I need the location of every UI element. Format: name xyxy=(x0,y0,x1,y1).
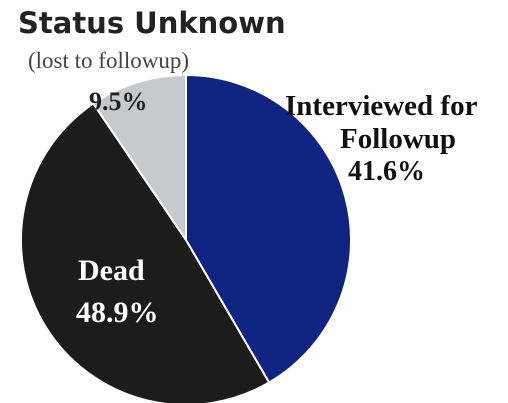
interviewed-label-line1: Interviewed for xyxy=(285,90,478,122)
status-unknown-title: Status Unknown xyxy=(18,6,286,40)
status-unknown-value: 9.5% xyxy=(89,87,148,116)
pie-slices xyxy=(19,73,352,403)
dead-value: 48.9% xyxy=(76,296,159,329)
interviewed-value: 41.6% xyxy=(348,156,425,187)
slice-dead xyxy=(19,102,271,403)
dead-label: Dead xyxy=(78,254,145,287)
status-unknown-sublabel: (lost to followup) xyxy=(28,48,189,73)
interviewed-label-line2: Followup xyxy=(340,123,456,155)
slice-interviewed xyxy=(185,73,352,384)
slice-status-unknown xyxy=(91,73,187,244)
